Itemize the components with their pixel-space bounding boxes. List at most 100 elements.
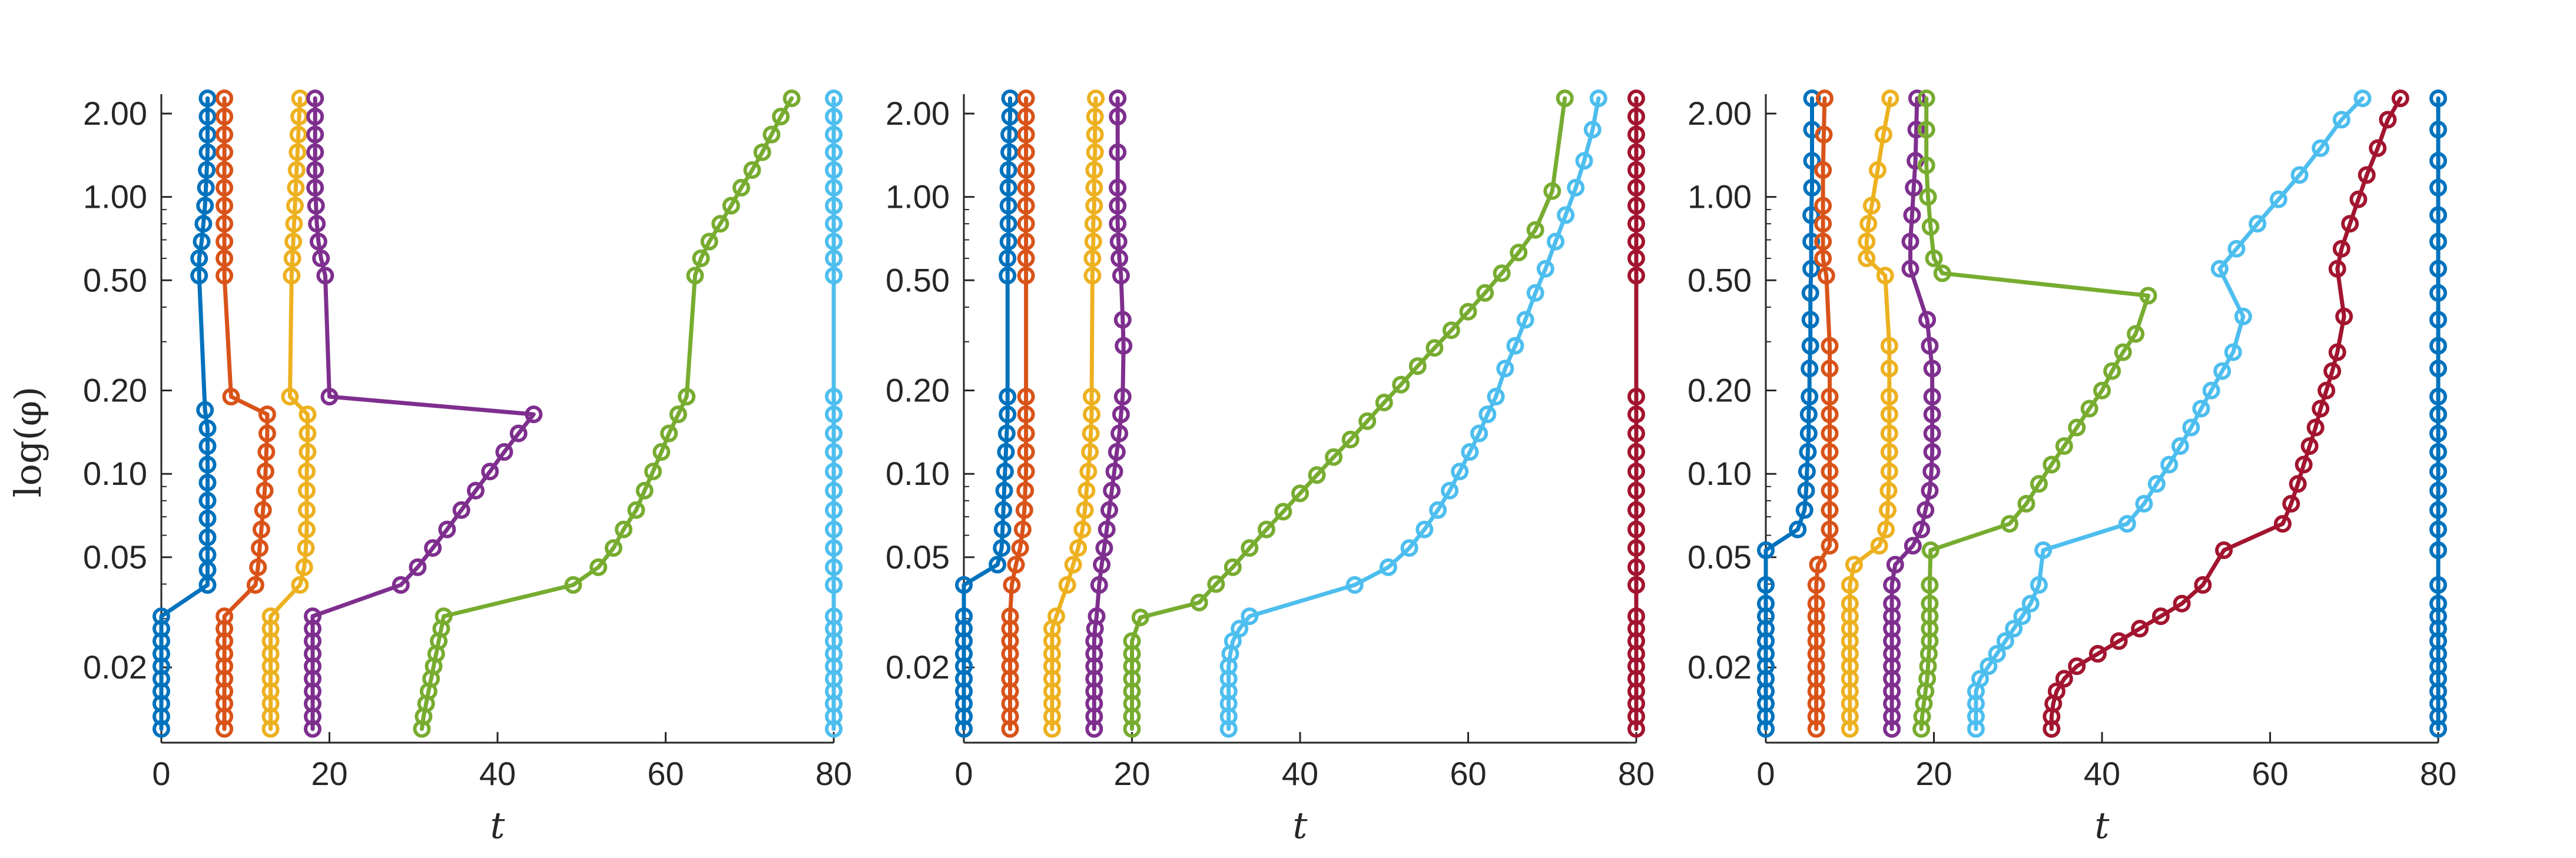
data-point — [435, 607, 453, 626]
data-point — [1921, 481, 1939, 500]
data-point — [2429, 121, 2447, 139]
data-point — [1510, 244, 1528, 262]
data-point — [1821, 337, 1839, 355]
data-point — [1807, 576, 1825, 594]
data-point — [1923, 388, 1941, 405]
data-point — [999, 161, 1017, 179]
data-point — [198, 491, 217, 510]
x-tick-label: 0 — [1756, 755, 1775, 792]
data-point — [955, 576, 973, 594]
data-point — [825, 161, 843, 179]
data-point — [1627, 250, 1645, 267]
data-point — [2192, 400, 2210, 418]
data-point — [2210, 260, 2229, 278]
data-point — [1876, 267, 1894, 285]
y-tick-label: 0.10 — [886, 455, 950, 492]
data-point — [2030, 475, 2048, 493]
data-point — [1442, 321, 1460, 340]
series-green — [1912, 89, 2157, 738]
data-point — [2341, 215, 2359, 233]
data-point — [1870, 537, 1888, 555]
data-point — [1923, 405, 1941, 424]
data-point — [1798, 463, 1816, 481]
data-point — [295, 558, 313, 576]
data-point — [1841, 576, 1859, 594]
data-point — [2323, 362, 2342, 380]
data-point — [989, 556, 1007, 574]
data-point — [825, 89, 843, 108]
y-tick-label: 0.50 — [886, 261, 950, 298]
x-axis-label: t — [2095, 804, 2110, 847]
data-point — [1451, 463, 1469, 481]
data-point — [825, 178, 843, 197]
data-point — [2318, 381, 2336, 400]
data-point — [2118, 515, 2136, 533]
data-point — [605, 539, 622, 557]
data-point — [2328, 260, 2346, 278]
y-tick-label: 0.20 — [1688, 372, 1752, 409]
data-point — [2194, 576, 2212, 594]
data-point — [2139, 287, 2157, 305]
data-point — [1086, 125, 1104, 144]
data-point — [452, 501, 470, 519]
data-point — [306, 143, 324, 161]
data-point — [1859, 215, 1878, 233]
data-point — [1807, 594, 1825, 613]
data-point — [1341, 430, 1360, 448]
data-point — [2088, 645, 2107, 663]
data-point — [1799, 405, 1818, 424]
data-point — [197, 178, 215, 197]
data-point — [2224, 343, 2242, 361]
data-point — [1627, 558, 1645, 576]
data-point — [1923, 443, 1941, 461]
data-point — [216, 178, 234, 197]
data-point — [762, 125, 781, 144]
x-tick-label: 80 — [2420, 755, 2456, 792]
data-point — [289, 143, 307, 161]
data-point — [1098, 520, 1116, 538]
x-tick-label: 20 — [311, 755, 347, 792]
data-point — [1799, 443, 1817, 461]
data-point — [2093, 381, 2111, 400]
data-point — [306, 161, 324, 179]
data-point — [2005, 620, 2023, 638]
data-point — [999, 405, 1017, 424]
data-point — [995, 481, 1013, 500]
y-tick-label: 2.00 — [886, 95, 950, 132]
data-point — [2429, 388, 2447, 405]
data-point — [2369, 139, 2387, 157]
data-point — [1000, 125, 1019, 144]
data-point — [1901, 260, 1919, 278]
data-point — [999, 197, 1017, 215]
series-line — [1226, 96, 1601, 731]
data-point — [258, 424, 276, 443]
data-point — [1923, 424, 1941, 443]
data-point — [1815, 89, 1834, 108]
data-point — [1086, 108, 1104, 126]
data-point — [1000, 143, 1019, 161]
data-point — [1627, 178, 1645, 197]
data-point — [1556, 89, 1574, 108]
data-point — [1988, 645, 2006, 663]
data-point — [2312, 139, 2330, 157]
data-point — [196, 197, 214, 215]
series-purple — [304, 89, 543, 738]
data-point — [1821, 481, 1839, 500]
data-point — [198, 455, 217, 474]
data-point — [1801, 284, 1819, 302]
data-point — [1109, 108, 1127, 126]
data-point — [1083, 267, 1102, 285]
data-point — [1017, 424, 1035, 443]
data-point — [1583, 121, 1602, 139]
series-line — [1008, 96, 1029, 731]
data-point — [1921, 541, 1940, 559]
y-tick-label: 0.05 — [886, 538, 950, 576]
data-point — [1627, 388, 1645, 405]
series-crimson — [1627, 89, 1645, 738]
data-point — [252, 520, 270, 538]
data-point — [216, 215, 234, 233]
data-point — [2429, 481, 2447, 500]
data-point — [320, 388, 339, 405]
series-line — [1763, 96, 1814, 731]
data-point — [216, 89, 234, 108]
